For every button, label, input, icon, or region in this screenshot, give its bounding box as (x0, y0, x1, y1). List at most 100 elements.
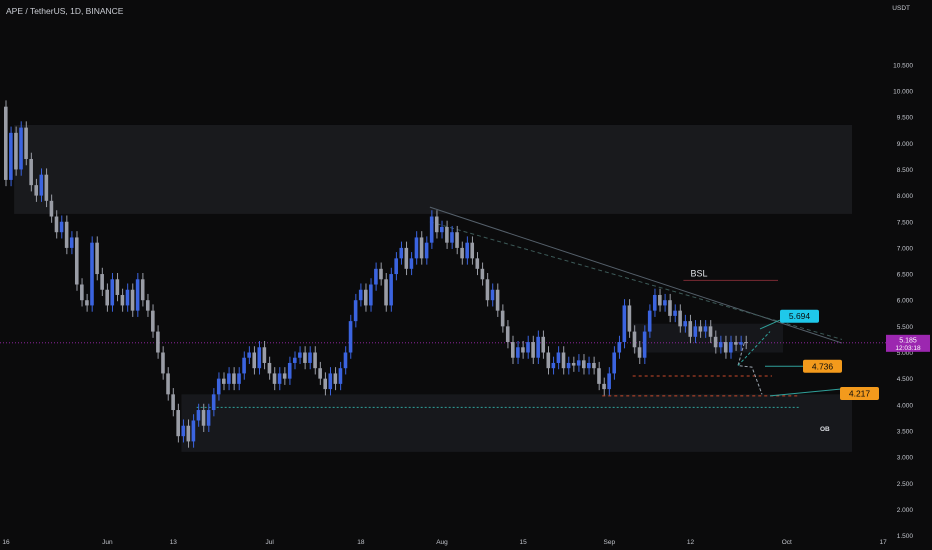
candle-body (521, 347, 525, 353)
countdown-label: 12:03:18 (895, 345, 921, 352)
candle-body (485, 279, 490, 301)
candle-body (303, 352, 307, 363)
y-tick-label: 2.500 (897, 481, 914, 488)
last-price-label: 5.185 (899, 337, 917, 344)
candle-body (424, 242, 429, 259)
candle-body (419, 237, 424, 259)
candle-body (708, 326, 713, 337)
candle-body (80, 284, 84, 301)
candle-body (729, 342, 733, 353)
candle-body (9, 132, 13, 180)
candle-body (637, 347, 642, 358)
y-tick-label: 6.000 (897, 298, 914, 305)
candle-body (404, 247, 409, 269)
candle-body (292, 357, 297, 363)
x-tick-label: Jun (102, 539, 113, 546)
candle-body (627, 305, 632, 332)
candle-body (69, 237, 74, 248)
candle-body (642, 331, 647, 358)
candle-body (318, 368, 322, 379)
candle-body (460, 247, 464, 259)
candle-body (703, 326, 708, 332)
candle-body (343, 352, 348, 369)
candle-body (531, 342, 535, 358)
candle-body (85, 300, 89, 306)
projected-bounce-path (737, 331, 771, 366)
candle-body (734, 342, 738, 345)
candle-body (429, 216, 434, 243)
candle-body (39, 174, 44, 196)
candle-body (566, 362, 571, 369)
candle-body (24, 127, 28, 159)
y-tick-label: 4.000 (897, 402, 914, 409)
target-low-connector (769, 388, 841, 397)
candle-body (277, 373, 282, 384)
candle-body (536, 336, 540, 358)
candle-body (541, 336, 546, 353)
candle-body (668, 300, 672, 316)
candle-body (647, 310, 652, 332)
candle-body (216, 378, 221, 395)
candle-body (90, 242, 94, 306)
y-tick-label: 8.000 (897, 193, 914, 200)
y-tick-label: 3.000 (897, 455, 914, 462)
candle-body (450, 232, 454, 243)
candle-body (130, 289, 135, 311)
candle-body (500, 310, 505, 327)
candle-body (176, 410, 180, 437)
candle-body (227, 373, 231, 384)
candle-body (693, 326, 698, 337)
candle-body (581, 360, 586, 369)
x-tick-label: Sep (604, 539, 616, 546)
candle-body (282, 373, 287, 379)
candle-body (54, 216, 59, 233)
candle-body (434, 216, 439, 233)
candle-body (257, 347, 262, 369)
candle-body (505, 326, 510, 343)
y-tick-label: 6.500 (897, 272, 914, 279)
x-tick-label: 12 (687, 539, 695, 546)
candle-body (191, 420, 196, 442)
price-unit: USDT (892, 5, 910, 12)
candle-body (561, 352, 566, 369)
candle-body (688, 321, 693, 337)
y-tick-label: 10.000 (893, 89, 913, 96)
x-tick-label: 15 (520, 539, 528, 546)
target-high-label: 5.694 (789, 311, 811, 321)
candle-body (19, 127, 23, 170)
candle-body (135, 279, 140, 311)
target-high-box (780, 309, 819, 323)
y-tick-label: 5.000 (897, 350, 914, 357)
candle-body (739, 342, 743, 345)
chart-title: APE / TetherUS, 1D, BINANCE (6, 6, 124, 16)
candle-body (252, 352, 257, 369)
candle-body (287, 362, 292, 379)
candle-body (455, 232, 459, 248)
candle-body (232, 373, 236, 384)
y-tick-label: 3.500 (897, 428, 914, 435)
candle-body (4, 106, 8, 180)
candle-body (409, 258, 414, 269)
candle-body (242, 357, 246, 374)
candle-body (363, 289, 368, 306)
candle-body (369, 284, 373, 306)
candle-body (95, 242, 99, 275)
candle-body (151, 310, 155, 332)
demand-zone-ob (181, 394, 852, 452)
candle-body (612, 352, 616, 374)
candle-body (470, 242, 475, 259)
candle-body (556, 352, 561, 363)
candle-body (480, 268, 485, 280)
y-tick-label: 8.500 (897, 167, 914, 174)
candle-body (511, 342, 515, 358)
candle-body (120, 294, 125, 306)
ob-label: OB (820, 426, 830, 433)
candle-body (145, 300, 150, 311)
candle-body (115, 279, 120, 295)
candle-body (222, 378, 226, 384)
descending-trendline-dashed (429, 221, 843, 340)
projected-path (737, 342, 763, 395)
candle-body (348, 321, 353, 353)
candle-body (475, 258, 480, 269)
